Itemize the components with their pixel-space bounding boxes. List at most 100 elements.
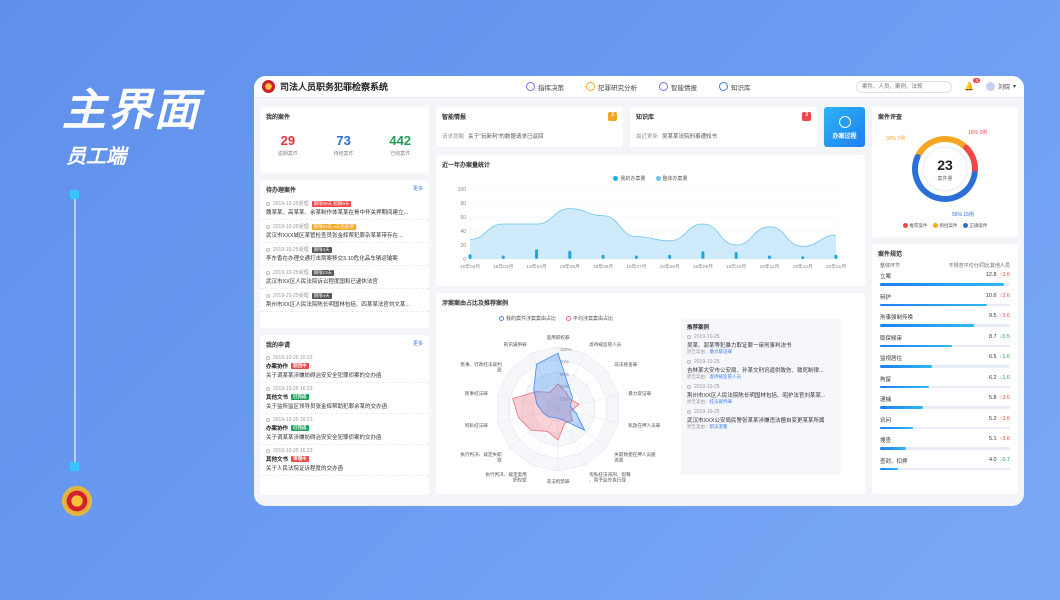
rank-top: 监视居住 6.5 ↓1.6: [880, 354, 1010, 362]
knowledge-panel[interactable]: 知识库 3 最近更新 吴某某法院刑事通知书: [630, 107, 817, 147]
rank-value: 5.2 ↑3.6: [989, 416, 1010, 424]
item-date: 2019-10-25 16:23: [273, 386, 313, 392]
bell-icon[interactable]: 🔔 3: [964, 78, 980, 91]
list-item[interactable]: 2019-10-25受理 期限4天荆州市XX区人民法院陈长明国林包括、四某某法官刘…: [260, 289, 429, 312]
radar-axis-label: 滥用职权罪: [547, 334, 570, 341]
nav-analysis[interactable]: 犯罪研究分析: [586, 82, 637, 92]
more-link[interactable]: 更多: [412, 341, 423, 347]
recommended-case[interactable]: 2019-10-25 武汉市XXX公安局民警张某某涉嫌违法擅自变更某某所属 原告案由…: [687, 409, 835, 430]
panel-title: 近一年办案量统计: [442, 163, 491, 169]
y-tick-label: 20: [460, 243, 466, 249]
radar-axis-label: 执行判决、裁定失职罪: [460, 451, 502, 464]
rank-row[interactable]: 监视居住 6.5 ↓1.6: [872, 353, 1018, 374]
rank-delta-value: 3.6: [1002, 415, 1010, 422]
item-text: 荆州市XX区人民法院陈长明国林包括、四某某法官刘文某...: [266, 302, 410, 308]
radar-tick-label: 100%: [560, 347, 572, 352]
list-item[interactable]: 2019-10-25 16:23 其他文书 审理中 关于人民法院证诉程度的交办函: [260, 445, 429, 476]
stat-overdue[interactable]: 29 逾期案件: [278, 133, 298, 157]
item-type: 其他文书: [266, 395, 289, 401]
list-item[interactable]: 2019-10-25 16:23 办案协作 驳回中 关于调某某涉嫌妨碍治安安全犯罪侦案…: [260, 352, 429, 383]
stat-closed[interactable]: 442 已结案件: [389, 133, 411, 157]
case-process-button[interactable]: 办案过程: [824, 107, 865, 147]
item-meta: 2019-10-25 16:23: [266, 448, 423, 454]
donut-total: 23: [937, 157, 953, 173]
rank-row[interactable]: 讯问 5.2 ↑3.6: [872, 415, 1018, 436]
bar-mine: [535, 249, 539, 259]
rank-top: 辩护 10.6 ↑2.6: [880, 293, 1010, 301]
item-date: 2019-10-25受理: [273, 293, 309, 299]
stat-value: 73: [336, 133, 351, 148]
rank-bar-track: [880, 385, 1010, 388]
recommended-case[interactable]: 2019-10-25 荆州市XX区人民法院陈长明国林包括、昭护法官刘某某... 原告…: [687, 384, 835, 405]
radar-series-average: [512, 383, 580, 441]
rank-top: 拘留 6.2 ↓1.6: [880, 375, 1010, 383]
rank-top: 刑事强制传唤 9.5 ↑3.6: [880, 313, 1010, 321]
radar-spoke: [557, 370, 607, 410]
radar-tick-label: 80%: [560, 359, 569, 364]
compass-icon: [526, 82, 535, 91]
case-process-label: 办案过程: [832, 134, 857, 140]
rank-bar-track: [880, 324, 1010, 327]
recommended-case[interactable]: 2019-10-25 吉林某大安市公安局、孙某文刑讯逼供致伤、致死制律... 原告案…: [687, 359, 835, 380]
radar-spoke: [497, 408, 559, 424]
arrow-up-icon: ↑: [999, 415, 1003, 422]
radar-tick-label: 40%: [560, 384, 569, 389]
legend-average: 平均涉案案由占比: [566, 315, 613, 322]
x-tick-label: 19年12月: [793, 263, 813, 270]
list-item[interactable]: 2019-10-25 16:23 办案协作 已完成 关于调某某涉嫌妨碍治安安全犯罪侦案…: [260, 414, 429, 445]
list-item[interactable]: 2019-10-25受理 期限08天 超期9天 魏某某、高某某、余某制作体某某在骨中…: [260, 197, 429, 220]
more-link[interactable]: 更多: [412, 186, 423, 192]
intel-panel[interactable]: 智能情报 2 请求提醒 关于"玩新利"的数据请求已返回: [436, 107, 623, 147]
item-date: 2019-10-25 16:23: [273, 417, 313, 423]
deadline-tag: 期限13天: [311, 269, 335, 276]
radar-spoke: [557, 408, 607, 448]
source-label: 原告案由：: [687, 424, 710, 429]
source-value: 枉法裁判罪: [709, 399, 733, 404]
item-meta: 2019-10-25 16:23: [266, 386, 423, 392]
search-input[interactable]: [856, 80, 952, 93]
case-review-panel: 案件评查 23 案件量 30% 7例 15% 3例 55% 15例 推荐案件 刚…: [872, 107, 1018, 237]
nav-intel[interactable]: 智能情报: [659, 82, 697, 92]
clock-icon: [687, 385, 691, 389]
list-item[interactable]: 2019-10-25受理 期限13天 武汉市XX区人民法院诉讼程度国和已逮休法官: [260, 266, 429, 289]
emblem-logo-icon: [262, 80, 275, 93]
rank-row[interactable]: 立案 12.8 ↑3.6: [872, 271, 1018, 292]
rank-row[interactable]: 查封、扣押 4.0 ↓0.7: [872, 456, 1018, 477]
info-text: 关于"玩新利"的数据请求已返回: [468, 134, 544, 140]
user-menu[interactable]: 刘晓 ▾: [985, 82, 1016, 91]
rank-row[interactable]: 辩护 10.6 ↑2.6: [872, 292, 1018, 313]
item-text: 李东香在办理交通打击窝案移交3.10危化品车辆运输案: [266, 256, 398, 262]
clock-icon: [266, 356, 270, 360]
item-meta: 2019-10-25受理 期限04天 4天后超期: [266, 223, 423, 230]
rank-row[interactable]: 拘留 6.2 ↓1.6: [872, 374, 1018, 395]
recommended-case[interactable]: 2019-10-25 吴某、郭某等犯暴力取证罪一审刑事判决书 原告案由：暴力取证罪: [687, 334, 835, 355]
rank-top: 立案 12.8 ↑3.6: [880, 272, 1010, 280]
clock-icon: [266, 418, 270, 422]
rank-name: 拘留: [880, 376, 892, 383]
case-source: 原告案由：帮法滥警: [687, 424, 835, 430]
rank-row[interactable]: 刑事强制传唤 9.5 ↑3.6: [872, 312, 1018, 333]
rank-delta: ↓0.7: [1000, 457, 1010, 465]
x-tick-label: 19年03月: [493, 263, 513, 270]
rank-row[interactable]: 逮捕 5.8 ↑3.6: [872, 394, 1018, 415]
legend-label: 平均涉案案由占比: [573, 316, 614, 322]
deadline-tag: 期限4天: [311, 292, 332, 299]
nav-knowledge[interactable]: 知识库: [719, 82, 751, 92]
rank-row[interactable]: 搜查 5.1 ↑3.6: [872, 435, 1018, 456]
x-tick-label: 19年04月: [526, 263, 546, 270]
rank-bar-track: [880, 283, 1010, 286]
legend-swatch: [566, 316, 571, 322]
x-tick-label: 19年06月: [593, 263, 613, 270]
list-item[interactable]: 2019-10-25受理 期限4天 李东香在办理交通打击窝案移交3.10危化品车辆运…: [260, 243, 429, 266]
rank-name: 搜查: [880, 438, 892, 444]
list-item[interactable]: 2019-10-25 16:23 其他文书 已完成 关于监所监区领导员张金辉帮助犯罪余…: [260, 383, 429, 414]
radar-axis-label: 非法拘禁罪: [547, 478, 570, 485]
x-tick-label: 19年02月: [460, 263, 480, 270]
rank-bar-track: [880, 365, 1010, 368]
nav-command[interactable]: 指挥决策: [526, 82, 564, 92]
rank-delta-value: 1.6: [1002, 374, 1010, 381]
rank-row[interactable]: 取保候审 8.7 ↓0.5: [872, 333, 1018, 354]
rank-score: 10.6: [985, 292, 997, 299]
list-item[interactable]: 2019-10-25受理 期限04天 4天后超期 武汉市XXX城区某管检查员张金辉帮…: [260, 220, 429, 243]
stat-pending[interactable]: 73 待结案件: [334, 133, 354, 157]
